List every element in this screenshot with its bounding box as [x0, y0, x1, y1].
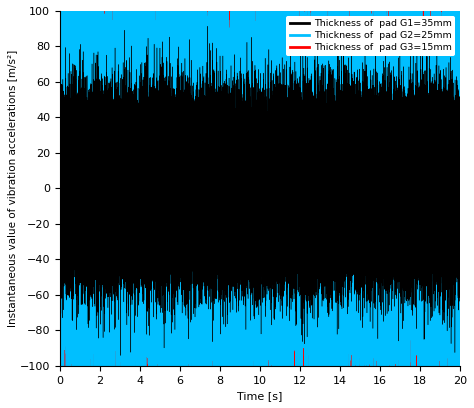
- Thickness of  pad G1=35mm: [403, 221, 409, 226]
- Line: Thickness of  pad G1=35mm: Thickness of pad G1=35mm: [60, 18, 460, 355]
- Thickness of  pad G3=15mm: [350, 230, 356, 235]
- Thickness of  pad G3=15mm: [212, 234, 218, 239]
- Thickness of  pad G3=15mm: [137, 155, 143, 160]
- Thickness of  pad G1=35mm: [57, 134, 63, 139]
- Legend: Thickness of  pad G1=35mm, Thickness of  pad G2=25mm, Thickness of  pad G3=15mm: Thickness of pad G1=35mm, Thickness of p…: [286, 16, 455, 56]
- Thickness of  pad G3=15mm: [57, 302, 63, 307]
- Thickness of  pad G2=25mm: [212, 50, 218, 55]
- Thickness of  pad G1=35mm: [137, 87, 143, 92]
- Thickness of  pad G3=15mm: [188, 183, 193, 188]
- Thickness of  pad G2=25mm: [350, 303, 356, 308]
- Thickness of  pad G2=25mm: [161, 173, 167, 178]
- Thickness of  pad G3=15mm: [457, 75, 463, 80]
- Thickness of  pad G1=35mm: [118, 353, 124, 358]
- X-axis label: Time [s]: Time [s]: [237, 391, 283, 401]
- Y-axis label: Instantaneous value of vibration accelerations [m/s²]: Instantaneous value of vibration acceler…: [7, 50, 17, 327]
- Thickness of  pad G2=25mm: [57, 120, 63, 125]
- Thickness of  pad G2=25mm: [188, 285, 193, 290]
- Thickness of  pad G1=35mm: [457, 209, 463, 214]
- Thickness of  pad G1=35mm: [161, 191, 167, 196]
- Thickness of  pad G1=35mm: [350, 220, 356, 224]
- Thickness of  pad G3=15mm: [403, 233, 409, 238]
- Thickness of  pad G3=15mm: [161, 188, 167, 193]
- Thickness of  pad G1=35mm: [188, 199, 193, 204]
- Thickness of  pad G1=35mm: [341, 15, 346, 20]
- Line: Thickness of  pad G2=25mm: Thickness of pad G2=25mm: [60, 0, 460, 408]
- Thickness of  pad G2=25mm: [137, 220, 143, 225]
- Thickness of  pad G1=35mm: [212, 189, 218, 194]
- Thickness of  pad G2=25mm: [457, 118, 463, 123]
- Line: Thickness of  pad G3=15mm: Thickness of pad G3=15mm: [60, 0, 460, 408]
- Thickness of  pad G2=25mm: [403, 237, 409, 242]
